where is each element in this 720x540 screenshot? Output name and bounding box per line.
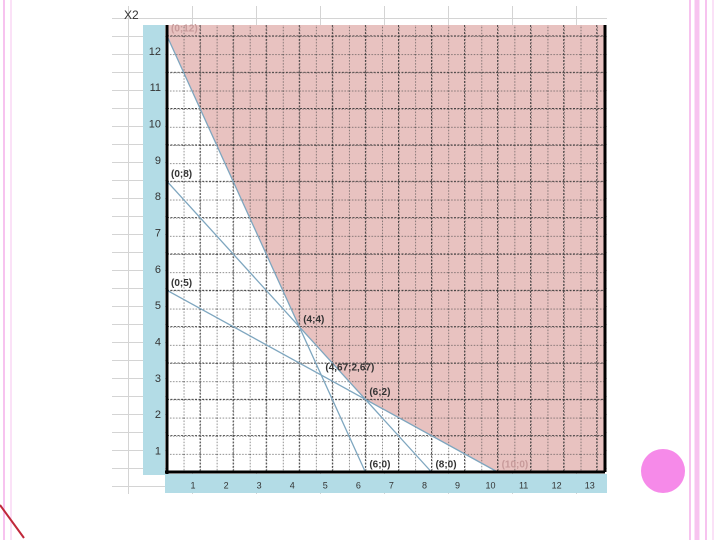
y-axis-band [143,25,165,475]
x-tick-label: 12 [552,480,562,490]
y-tick-label: 1 [155,446,161,458]
x-tick-label: 6 [356,480,361,490]
x-tick-label: 13 [585,480,595,490]
x-tick-label: 1 [191,480,196,490]
x-tick-label: 7 [389,480,394,490]
point-label: (0;8) [171,169,192,180]
point-label: (4;4) [303,314,324,325]
point-label: (6;2) [369,387,390,398]
y-tick-label: 12 [149,46,161,58]
constraint-line [166,180,432,473]
decor-slash [0,504,25,539]
y-axis-label: X2 [124,8,139,22]
x-tick-label: 3 [257,480,262,490]
y-tick-label: 9 [155,155,161,167]
y-tick-label: 2 [155,409,161,421]
point-label: (6;0) [369,460,390,471]
x-tick-label: 5 [323,480,328,490]
y-tick-label: 11 [150,82,161,94]
point-label: (0;5) [171,278,192,289]
point-label: (4,67;2,67) [325,363,374,374]
x-tick-label: 8 [422,480,427,490]
x-axis-band [165,474,607,493]
y-tick-label: 10 [149,118,161,130]
constraint-line [166,35,366,473]
y-tick-label: 8 [155,191,161,203]
x-tick-label: 4 [290,480,295,490]
y-tick-label: 6 [155,264,161,276]
y-tick-label: 3 [155,373,161,385]
point-label: (8;0) [435,460,456,471]
point-label: (10;0) [502,460,529,471]
x-tick-label: 2 [224,480,229,490]
y-tick-label: 7 [155,228,161,240]
decor-circle [641,449,685,493]
minor-grid [167,25,605,472]
point-label: (0;12) [171,24,198,35]
y-tick-label: 5 [155,300,161,312]
x-tick-label: 10 [486,480,496,490]
x-tick-label: 9 [455,480,460,490]
constraint-line [166,289,498,473]
y-tick-label: 4 [155,337,161,349]
x-tick-label: 11 [519,480,528,490]
